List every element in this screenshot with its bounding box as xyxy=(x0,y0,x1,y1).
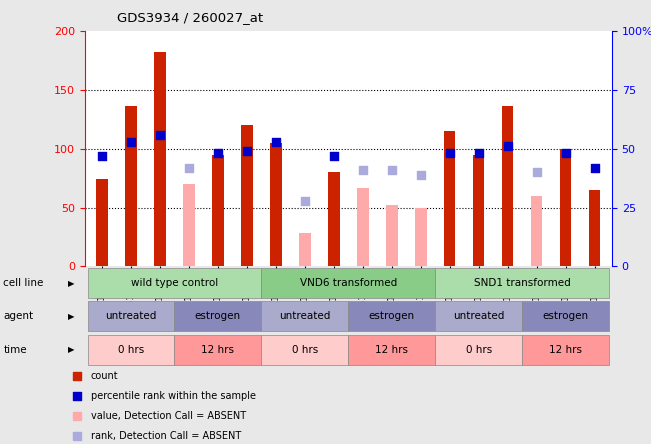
Text: estrogen: estrogen xyxy=(542,311,589,321)
Point xyxy=(242,147,252,155)
Text: ▶: ▶ xyxy=(68,345,75,354)
Bar xyxy=(183,184,195,266)
Point xyxy=(299,197,310,204)
Bar xyxy=(444,131,456,266)
Point xyxy=(393,312,404,319)
Text: untreated: untreated xyxy=(279,311,331,321)
Text: 12 hrs: 12 hrs xyxy=(549,345,582,355)
Bar xyxy=(502,107,514,266)
Point xyxy=(561,150,571,157)
Point xyxy=(531,169,542,176)
Bar xyxy=(154,52,166,266)
Point xyxy=(271,138,281,145)
Point xyxy=(357,166,368,174)
Text: estrogen: estrogen xyxy=(195,311,241,321)
Point xyxy=(415,171,426,178)
Text: count: count xyxy=(91,371,118,381)
Point xyxy=(97,152,107,159)
Bar xyxy=(436,301,522,331)
Bar xyxy=(357,187,368,266)
Point xyxy=(473,150,484,157)
Bar xyxy=(436,335,522,365)
Bar xyxy=(96,179,108,266)
Text: percentile rank within the sample: percentile rank within the sample xyxy=(91,391,256,401)
Text: SND1 transformed: SND1 transformed xyxy=(474,278,570,288)
Point xyxy=(155,131,165,138)
Bar xyxy=(261,335,348,365)
Point xyxy=(589,164,600,171)
Bar xyxy=(522,301,609,331)
Text: time: time xyxy=(3,345,27,355)
Bar xyxy=(174,301,261,331)
Point xyxy=(387,166,397,174)
Bar xyxy=(270,143,282,266)
Point xyxy=(329,152,339,159)
Bar xyxy=(261,301,348,331)
Point xyxy=(445,150,455,157)
Point xyxy=(126,138,136,145)
Point xyxy=(213,150,223,157)
Text: value, Detection Call = ABSENT: value, Detection Call = ABSENT xyxy=(91,411,246,421)
Text: VND6 transformed: VND6 transformed xyxy=(299,278,397,288)
Bar xyxy=(125,107,137,266)
Bar xyxy=(560,149,572,266)
Bar xyxy=(589,190,600,266)
Bar xyxy=(174,335,261,365)
Text: ▶: ▶ xyxy=(68,312,75,321)
Bar xyxy=(436,268,609,298)
Point xyxy=(393,130,404,137)
Point xyxy=(184,164,194,171)
Text: 0 hrs: 0 hrs xyxy=(292,345,318,355)
Bar xyxy=(241,125,253,266)
Text: untreated: untreated xyxy=(453,311,505,321)
Bar xyxy=(386,205,398,266)
Text: untreated: untreated xyxy=(105,311,157,321)
Bar xyxy=(522,335,609,365)
Text: GDS3934 / 260027_at: GDS3934 / 260027_at xyxy=(117,12,263,24)
Bar xyxy=(87,268,261,298)
Bar xyxy=(348,301,436,331)
Bar xyxy=(299,234,311,266)
Bar xyxy=(328,172,340,266)
Text: rank, Detection Call = ABSENT: rank, Detection Call = ABSENT xyxy=(91,431,242,441)
Text: 0 hrs: 0 hrs xyxy=(465,345,492,355)
Text: 12 hrs: 12 hrs xyxy=(375,345,408,355)
Text: agent: agent xyxy=(3,311,33,321)
Text: 0 hrs: 0 hrs xyxy=(118,345,144,355)
Text: estrogen: estrogen xyxy=(368,311,415,321)
Bar xyxy=(531,196,542,266)
Bar xyxy=(473,155,484,266)
Text: wild type control: wild type control xyxy=(131,278,218,288)
Text: ▶: ▶ xyxy=(68,278,75,288)
Text: cell line: cell line xyxy=(3,278,44,288)
Point xyxy=(503,143,513,150)
Bar xyxy=(87,335,174,365)
Text: 12 hrs: 12 hrs xyxy=(201,345,234,355)
Bar xyxy=(415,208,426,266)
Bar xyxy=(261,268,436,298)
Bar xyxy=(87,301,174,331)
Bar xyxy=(348,335,436,365)
Bar xyxy=(212,155,224,266)
